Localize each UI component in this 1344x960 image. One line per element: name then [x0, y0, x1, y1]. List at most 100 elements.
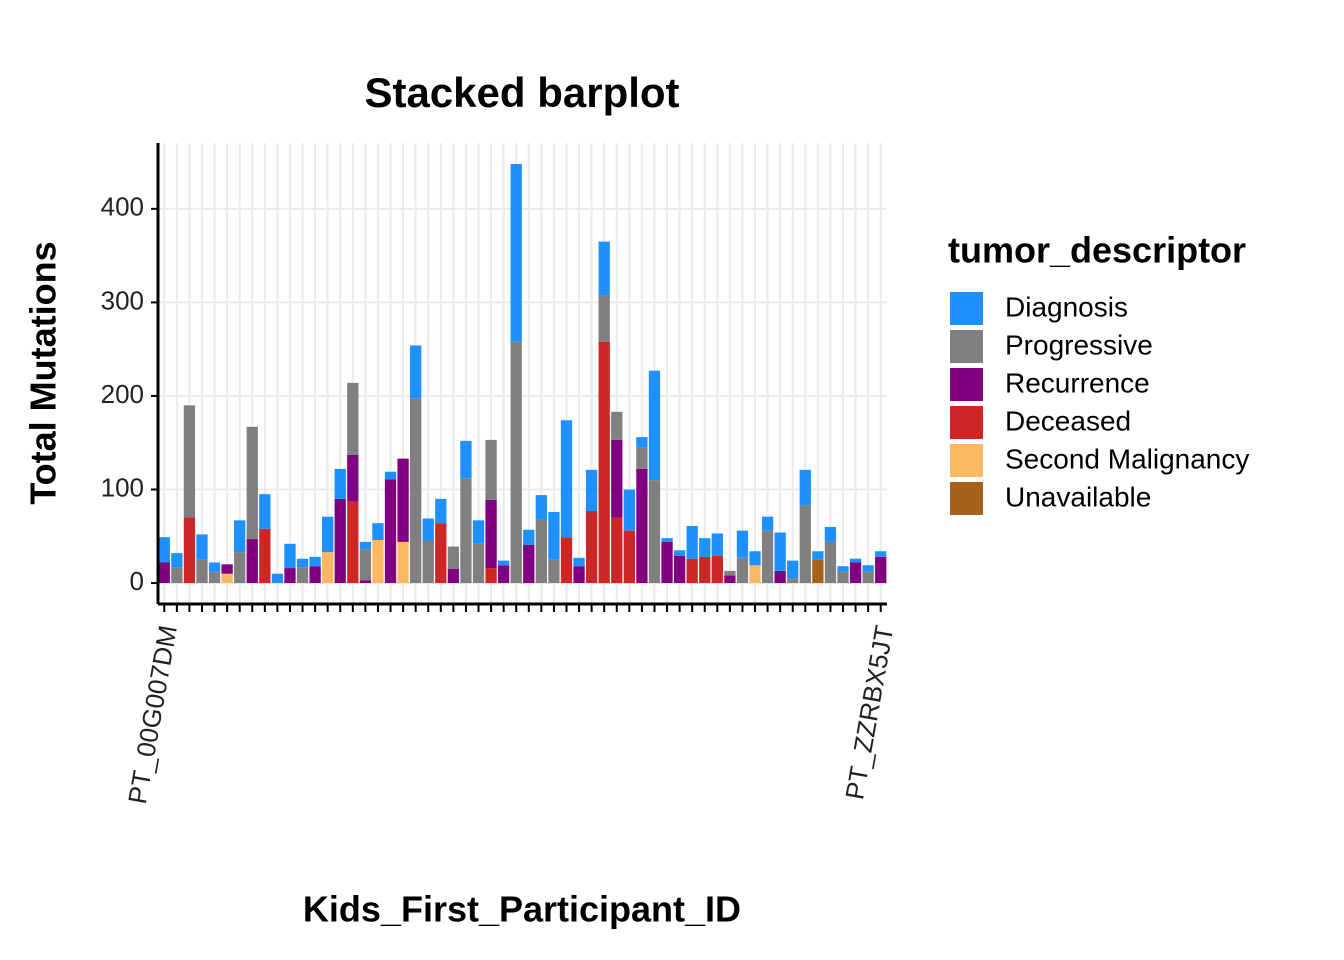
bar-segment — [485, 568, 497, 584]
bar-segment — [849, 558, 862, 563]
bar-segment — [259, 494, 271, 529]
bar-segment — [435, 523, 447, 584]
y-tick-label: 200 — [101, 379, 144, 409]
bar-segment — [736, 557, 749, 584]
bar-segment — [485, 499, 497, 569]
bar-segment — [875, 551, 887, 557]
x-tick-label: PT_ZZRBX5JT — [839, 623, 899, 802]
bar-segment — [699, 556, 711, 584]
legend-swatch — [950, 406, 983, 439]
legend-swatch — [950, 368, 983, 401]
bar-segment — [422, 540, 434, 584]
bar-segment — [284, 568, 296, 584]
bar-segment — [171, 567, 183, 584]
legend-label: Recurrence — [1005, 367, 1150, 398]
bar-segment — [372, 540, 384, 584]
y-tick-label: 400 — [101, 192, 144, 222]
bar-segment — [661, 538, 673, 542]
bar-segment — [548, 559, 560, 584]
bar-segment — [636, 437, 648, 448]
bar-segment — [774, 532, 786, 571]
bar-segment — [447, 546, 460, 570]
bar-segment — [611, 517, 623, 584]
bar-segment — [246, 426, 258, 540]
bar-segment — [397, 541, 409, 584]
bar-segment — [799, 469, 811, 506]
bar-segment — [497, 560, 510, 566]
bar-segment — [485, 439, 497, 500]
bar-segment — [158, 562, 170, 584]
bar-segment — [410, 345, 422, 399]
legend-swatch — [950, 330, 983, 363]
bar-segment — [849, 562, 862, 584]
bar-segment — [196, 559, 208, 584]
bar-segment — [472, 543, 485, 584]
bar-segment — [523, 544, 535, 584]
bar-segment — [573, 557, 585, 567]
bar-segment — [460, 478, 472, 584]
bar-segment — [862, 571, 874, 584]
bar-segment — [171, 553, 183, 568]
bar-segment — [435, 498, 447, 524]
bar-segment — [686, 558, 698, 584]
bar-segment — [598, 294, 610, 342]
bar-segment — [636, 468, 648, 584]
legend-label: Second Malignancy — [1005, 443, 1249, 474]
bar-segment — [611, 411, 623, 440]
bar-segment — [460, 440, 472, 479]
bar-segment — [359, 549, 372, 581]
bar-segment — [585, 511, 598, 584]
bar-segment — [221, 564, 233, 574]
legend-label: Deceased — [1005, 405, 1131, 436]
bar-segment — [510, 163, 522, 342]
bar-segment — [736, 530, 749, 558]
legend-swatch — [950, 482, 983, 515]
bar-segment — [422, 518, 434, 541]
bar-segment — [397, 458, 409, 542]
bar-segment — [875, 556, 887, 584]
bar-segment — [711, 555, 723, 584]
bar-segment — [824, 541, 837, 584]
bar-segment — [648, 370, 661, 481]
bar-segment — [472, 520, 485, 544]
bar-segment — [296, 567, 309, 584]
legend-swatch — [950, 444, 983, 477]
bar-segment — [799, 505, 811, 584]
bar-segment — [497, 565, 510, 584]
legend-label: Diagnosis — [1005, 291, 1128, 322]
bar-segment — [259, 528, 271, 584]
x-axis-label: Kids_First_Participant_ID — [303, 889, 741, 930]
bar-segment — [812, 551, 824, 560]
bar-segment — [510, 341, 522, 584]
bar-segment — [359, 580, 372, 584]
bar-segment — [837, 566, 849, 572]
bar-segment — [372, 523, 384, 541]
bar-segment — [410, 398, 422, 584]
bar-segment — [749, 551, 761, 566]
bar-segment — [334, 498, 346, 584]
legend-title: tumor_descriptor — [948, 230, 1246, 271]
bar-segment — [271, 573, 284, 584]
bar-segment — [661, 541, 673, 584]
bar-segment — [535, 495, 548, 520]
bar-segment — [673, 550, 686, 556]
bar-segment — [322, 516, 334, 553]
bar-segment — [560, 537, 573, 584]
chart-title: Stacked barplot — [364, 69, 679, 116]
bar-segment — [183, 517, 196, 584]
bar-segment — [648, 480, 661, 584]
bar-segment — [761, 530, 774, 584]
bar-segment — [837, 571, 849, 584]
bar-segment — [384, 471, 397, 480]
bar-segment — [309, 566, 321, 584]
bar-segment — [598, 241, 610, 295]
bar-segment — [636, 447, 648, 469]
bar-segment — [598, 341, 610, 584]
bar-segment — [824, 526, 837, 542]
bar-segment — [347, 454, 359, 502]
bar-segment — [447, 569, 460, 584]
bar-segment — [347, 501, 359, 584]
y-tick-label: 300 — [101, 285, 144, 315]
bar-segment — [623, 489, 635, 531]
